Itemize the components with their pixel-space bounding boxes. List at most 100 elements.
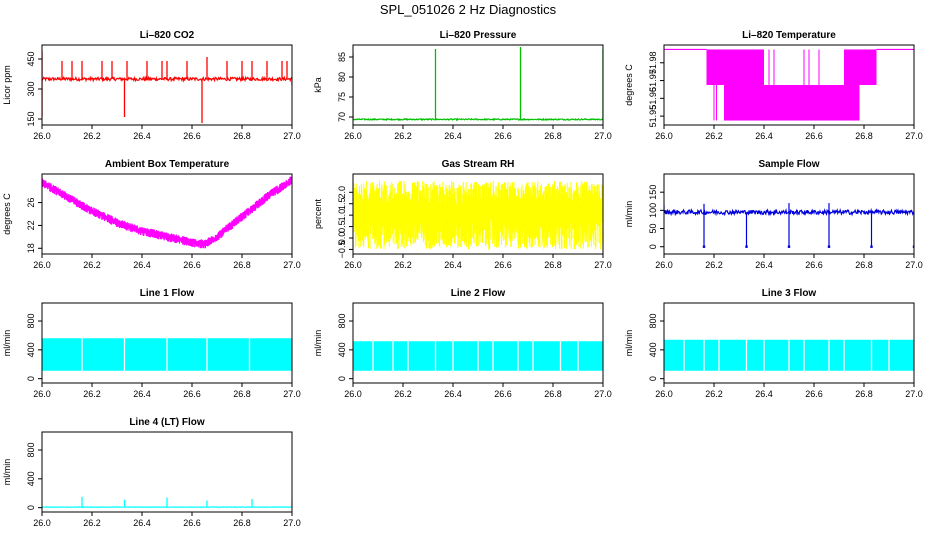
series-line3 bbox=[664, 338, 914, 372]
x-tick-label-co2-4: 26.8 bbox=[233, 131, 251, 141]
x-tick-label-pressure-2: 26.4 bbox=[444, 131, 462, 141]
x-tick-label-licor_temp-1: 26.2 bbox=[705, 131, 723, 141]
x-tick-label-rh-4: 26.8 bbox=[544, 260, 562, 270]
x-tick-label-line3-2: 26.4 bbox=[755, 389, 773, 399]
x-tick-label-pressure-0: 26.0 bbox=[344, 131, 362, 141]
x-tick-label-line1-4: 26.8 bbox=[233, 389, 251, 399]
x-tick-label-ambient-5: 27.0 bbox=[283, 260, 301, 270]
x-tick-label-line2-4: 26.8 bbox=[544, 389, 562, 399]
x-tick-label-co2-0: 26.0 bbox=[33, 131, 51, 141]
x-tick-label-ambient-4: 26.8 bbox=[233, 260, 251, 270]
x-tick-label-line2-3: 26.6 bbox=[494, 389, 512, 399]
x-tick-label-line4-1: 26.2 bbox=[83, 518, 101, 528]
x-tick-label-ambient-0: 26.0 bbox=[33, 260, 51, 270]
x-tick-label-rh-0: 26.0 bbox=[344, 260, 362, 270]
y-tick-label-line4-1: 400 bbox=[26, 471, 36, 486]
y-tick-label-sample_flow-0: 0 bbox=[648, 244, 658, 249]
y-axis-label-sample_flow: ml/min bbox=[624, 201, 634, 228]
y-tick-label-pressure-1: 75 bbox=[337, 92, 347, 102]
plot-frame-co2 bbox=[42, 45, 292, 125]
series-sample_flow bbox=[664, 203, 915, 248]
series-ambient bbox=[42, 176, 292, 248]
panel-title-line4: Line 4 (LT) Flow bbox=[129, 417, 205, 428]
x-tick-label-pressure-1: 26.2 bbox=[394, 131, 412, 141]
y-axis-label-licor_temp: degrees C bbox=[624, 64, 634, 106]
x-tick-label-co2-2: 26.4 bbox=[133, 131, 151, 141]
panel-title-ambient: Ambient Box Temperature bbox=[105, 159, 230, 170]
band-licor_temp-4 bbox=[844, 49, 859, 120]
x-tick-label-line2-2: 26.4 bbox=[444, 389, 462, 399]
x-tick-label-line2-0: 26.0 bbox=[344, 389, 362, 399]
x-tick-label-licor_temp-0: 26.0 bbox=[655, 131, 673, 141]
y-tick-label-line1-1: 400 bbox=[26, 342, 36, 357]
y-tick-label-line2-2: 800 bbox=[337, 314, 347, 329]
figure-title: SPL_051026 2 Hz Diagnostics bbox=[380, 2, 557, 17]
x-tick-label-rh-1: 26.2 bbox=[394, 260, 412, 270]
y-axis-label-line4: ml/min bbox=[2, 459, 12, 486]
x-tick-label-pressure-5: 27.0 bbox=[594, 131, 612, 141]
x-tick-label-licor_temp-3: 26.6 bbox=[805, 131, 823, 141]
x-tick-label-line2-5: 27.0 bbox=[594, 389, 612, 399]
y-tick-label-pressure-2: 80 bbox=[337, 72, 347, 82]
plot-frame-pressure bbox=[353, 45, 603, 125]
x-tick-label-co2-1: 26.2 bbox=[83, 131, 101, 141]
x-tick-label-line2-1: 26.2 bbox=[394, 389, 412, 399]
x-tick-label-line3-3: 26.6 bbox=[805, 389, 823, 399]
panel-title-line3: Line 3 Flow bbox=[762, 288, 817, 299]
y-tick-label-co2-0: 150 bbox=[26, 111, 36, 126]
y-tick-label-ambient-0: 18 bbox=[26, 243, 36, 253]
x-tick-label-co2-5: 27.0 bbox=[283, 131, 301, 141]
y-tick-label-line4-2: 800 bbox=[26, 443, 36, 458]
x-tick-label-line4-3: 26.6 bbox=[183, 518, 201, 528]
y-tick-label-line2-1: 400 bbox=[337, 342, 347, 357]
panel-title-rh: Gas Stream RH bbox=[442, 159, 515, 170]
y-tick-label-ambient-2: 26 bbox=[26, 198, 36, 208]
x-tick-label-pressure-4: 26.8 bbox=[544, 131, 562, 141]
y-tick-label-line3-1: 400 bbox=[648, 342, 658, 357]
x-tick-label-co2-3: 26.6 bbox=[183, 131, 201, 141]
x-tick-label-licor_temp-2: 26.4 bbox=[755, 131, 773, 141]
x-tick-label-line1-1: 26.2 bbox=[83, 389, 101, 399]
x-tick-label-line3-4: 26.8 bbox=[855, 389, 873, 399]
x-tick-label-line4-4: 26.8 bbox=[233, 518, 251, 528]
x-tick-label-ambient-2: 26.4 bbox=[133, 260, 151, 270]
x-tick-label-ambient-3: 26.6 bbox=[183, 260, 201, 270]
x-tick-label-pressure-3: 26.6 bbox=[494, 131, 512, 141]
x-tick-label-sample_flow-0: 26.0 bbox=[655, 260, 673, 270]
y-tick-label-line3-0: 0 bbox=[648, 376, 658, 381]
y-tick-label-line3-2: 800 bbox=[648, 314, 658, 329]
band-rh bbox=[353, 181, 603, 250]
x-tick-label-sample_flow-2: 26.4 bbox=[755, 260, 773, 270]
x-tick-label-sample_flow-4: 26.8 bbox=[855, 260, 873, 270]
x-tick-label-line1-5: 27.0 bbox=[283, 389, 301, 399]
x-tick-label-line3-0: 26.0 bbox=[655, 389, 673, 399]
x-tick-label-rh-3: 26.6 bbox=[494, 260, 512, 270]
x-tick-label-licor_temp-5: 27.0 bbox=[905, 131, 923, 141]
series-co2 bbox=[42, 51, 292, 123]
band-licor_temp-1 bbox=[707, 49, 725, 85]
panel-title-pressure: Li–820 Pressure bbox=[440, 30, 517, 41]
x-tick-label-rh-5: 27.0 bbox=[594, 260, 612, 270]
y-tick-label-ambient-1: 22 bbox=[26, 220, 36, 230]
y-tick-label-line2-0: 0 bbox=[337, 376, 347, 381]
x-tick-label-line1-3: 26.6 bbox=[183, 389, 201, 399]
y-axis-label-line2: ml/min bbox=[313, 330, 323, 357]
series-line4 bbox=[42, 497, 292, 507]
x-tick-label-line3-1: 26.2 bbox=[705, 389, 723, 399]
y-tick-label-pressure-3: 85 bbox=[337, 52, 347, 62]
x-tick-label-line4-5: 27.0 bbox=[283, 518, 301, 528]
y-tick-label-co2-1: 300 bbox=[26, 81, 36, 96]
y-axis-label-rh: percent bbox=[313, 198, 323, 229]
y-tick-label-line1-2: 800 bbox=[26, 314, 36, 329]
y-tick-label-line4-0: 0 bbox=[26, 505, 36, 510]
series-rh bbox=[353, 181, 603, 250]
y-tick-label-co2-2: 450 bbox=[26, 51, 36, 66]
y-axis-label-line3: ml/min bbox=[624, 330, 634, 357]
dip-point-sample_flow-2 bbox=[788, 246, 790, 248]
